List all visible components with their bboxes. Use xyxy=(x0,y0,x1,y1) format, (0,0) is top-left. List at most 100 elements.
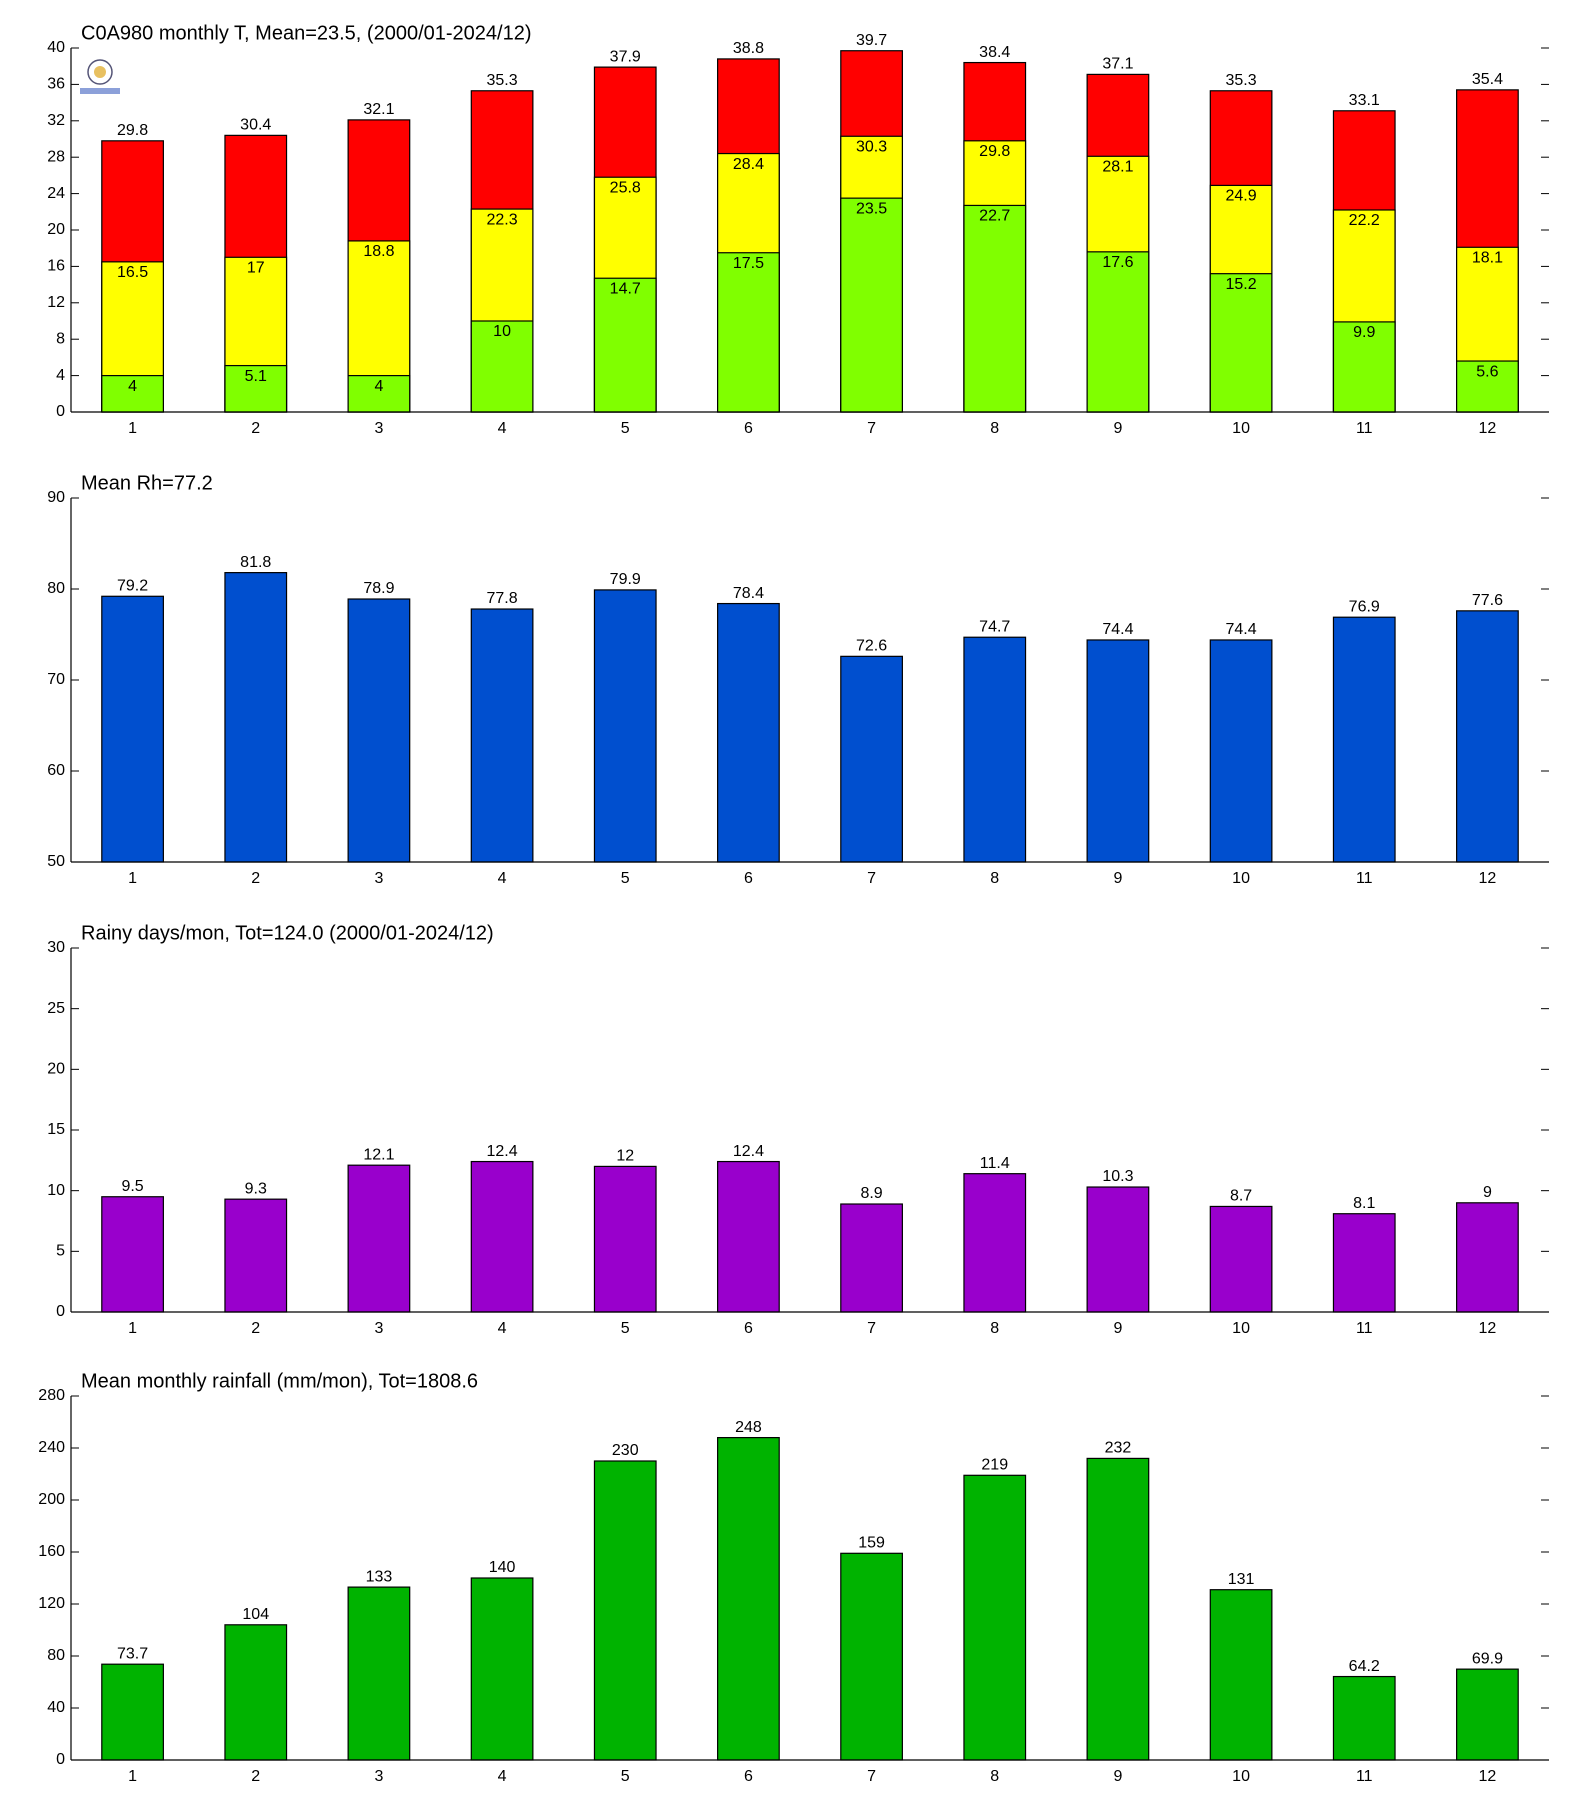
bar xyxy=(963,1474,1027,1761)
x-tick-label: 7 xyxy=(867,1320,876,1337)
value-label: 73.7 xyxy=(117,1645,148,1662)
value-label: 159 xyxy=(858,1535,885,1552)
bar xyxy=(1209,1205,1273,1313)
value-label: 28.1 xyxy=(1102,159,1133,176)
x-tick-label: 5 xyxy=(621,870,630,887)
y-tick-label: 28 xyxy=(47,148,65,165)
bar xyxy=(593,277,657,413)
x-tick-label: 2 xyxy=(251,1768,260,1785)
bar xyxy=(593,1165,657,1313)
x-tick-label: 12 xyxy=(1479,1768,1497,1785)
value-label: 5.1 xyxy=(245,368,267,385)
y-tick-label: 12 xyxy=(47,294,65,311)
logo-text xyxy=(80,88,120,94)
bar xyxy=(1456,1668,1519,1761)
value-label: 37.1 xyxy=(1102,56,1133,73)
bar xyxy=(101,595,164,863)
value-label: 232 xyxy=(1105,1440,1132,1457)
bar xyxy=(840,1552,903,1761)
x-tick-label: 12 xyxy=(1479,870,1497,887)
x-tick-label: 4 xyxy=(498,1320,507,1337)
value-label: 79.2 xyxy=(117,577,148,594)
value-label: 22.7 xyxy=(979,208,1010,225)
y-tick-label: 30 xyxy=(47,939,65,956)
y-tick-label: 24 xyxy=(47,185,65,202)
value-label: 12.1 xyxy=(363,1146,394,1163)
bar xyxy=(963,636,1027,863)
x-tick-label: 7 xyxy=(867,420,876,437)
x-tick-label: 10 xyxy=(1232,1768,1250,1785)
x-tick-label: 8 xyxy=(990,1320,999,1337)
bar xyxy=(963,204,1027,413)
logo-center xyxy=(94,66,106,78)
value-label: 11.4 xyxy=(980,1155,1010,1172)
x-tick-label: 3 xyxy=(374,1768,383,1785)
value-label: 15.2 xyxy=(1226,276,1257,293)
value-label: 74.4 xyxy=(1102,621,1133,638)
value-label: 69.9 xyxy=(1472,1650,1503,1667)
value-label: 12 xyxy=(616,1148,634,1165)
bar xyxy=(1086,639,1150,863)
value-label: 74.4 xyxy=(1226,621,1257,638)
value-label: 38.4 xyxy=(979,44,1010,61)
x-tick-label: 6 xyxy=(744,1320,753,1337)
value-label: 8.1 xyxy=(1353,1195,1375,1212)
x-tick-label: 9 xyxy=(1113,1320,1122,1337)
value-label: 4 xyxy=(128,378,137,395)
logo xyxy=(80,59,120,94)
x-tick-label: 2 xyxy=(251,420,260,437)
value-label: 28.4 xyxy=(733,156,764,173)
y-tick-label: 40 xyxy=(47,1699,65,1716)
x-tick-label: 12 xyxy=(1479,1320,1497,1337)
bar xyxy=(101,1663,164,1761)
x-tick-label: 2 xyxy=(251,870,260,887)
value-label: 38.8 xyxy=(733,40,764,57)
value-label: 9 xyxy=(1483,1184,1492,1201)
y-tick-label: 60 xyxy=(47,762,65,779)
value-label: 140 xyxy=(489,1559,516,1576)
y-tick-label: 4 xyxy=(56,367,65,384)
value-label: 131 xyxy=(1228,1571,1255,1588)
value-label: 33.1 xyxy=(1349,92,1380,109)
y-tick-label: 90 xyxy=(47,489,65,506)
value-label: 18.1 xyxy=(1472,250,1503,267)
y-tick-label: 240 xyxy=(38,1439,65,1456)
value-label: 35.3 xyxy=(1226,72,1257,89)
x-tick-label: 8 xyxy=(990,870,999,887)
x-tick-label: 1 xyxy=(128,1320,137,1337)
x-tick-label: 1 xyxy=(128,1768,137,1785)
value-label: 24.9 xyxy=(1226,188,1257,205)
value-label: 17 xyxy=(247,260,265,277)
x-tick-label: 11 xyxy=(1356,1320,1373,1337)
bar xyxy=(1332,1675,1396,1761)
y-tick-label: 40 xyxy=(47,39,65,56)
bar xyxy=(1086,251,1150,413)
bar xyxy=(470,608,534,863)
value-label: 76.9 xyxy=(1349,598,1380,615)
x-tick-label: 3 xyxy=(374,1320,383,1337)
value-label: 12.4 xyxy=(487,1143,518,1160)
x-tick-label: 11 xyxy=(1356,420,1373,437)
value-label: 72.6 xyxy=(856,638,887,655)
bar xyxy=(1086,1186,1150,1313)
value-label: 32.1 xyxy=(363,101,394,118)
y-tick-label: 160 xyxy=(38,1543,65,1560)
value-label: 81.8 xyxy=(240,554,271,571)
y-tick-label: 70 xyxy=(47,671,65,688)
value-label: 219 xyxy=(981,1457,1008,1474)
x-tick-label: 8 xyxy=(990,1768,999,1785)
y-tick-label: 80 xyxy=(47,580,65,597)
value-label: 78.4 xyxy=(733,585,764,602)
value-label: 22.3 xyxy=(487,211,518,228)
bar xyxy=(717,602,780,863)
y-tick-label: 25 xyxy=(47,1000,65,1017)
value-label: 9.3 xyxy=(245,1180,267,1197)
x-tick-label: 10 xyxy=(1232,870,1250,887)
value-label: 64.2 xyxy=(1349,1658,1380,1675)
value-label: 4 xyxy=(374,378,383,395)
bar xyxy=(1209,273,1273,413)
bar xyxy=(963,1173,1027,1313)
bar xyxy=(1456,360,1519,413)
bar xyxy=(224,1624,288,1761)
x-tick-label: 7 xyxy=(867,870,876,887)
